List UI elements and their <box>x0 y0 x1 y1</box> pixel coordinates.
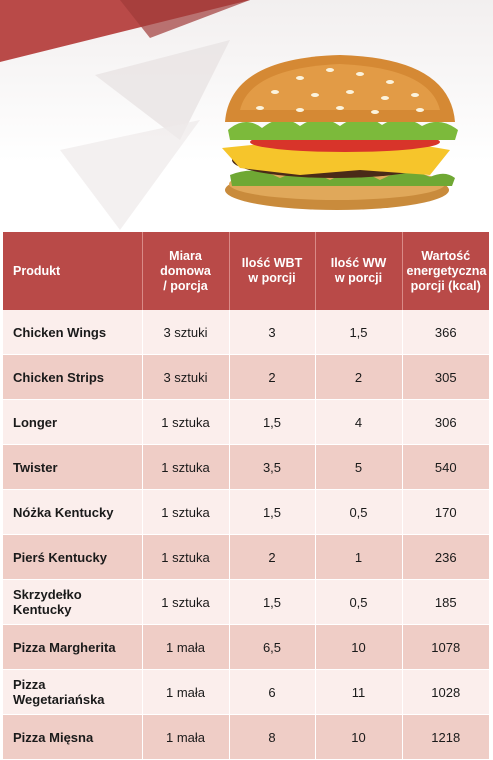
cell-ww: 5 <box>315 444 403 490</box>
cell-ww: 2 <box>315 354 403 400</box>
cell-kcal: 1028 <box>402 669 489 715</box>
cell-product: Skrzydełko Kentucky <box>3 579 143 625</box>
cell-ww: 11 <box>315 669 403 715</box>
cell-wbt: 3 <box>229 310 316 355</box>
cell-product: Longer <box>3 399 143 445</box>
cell-measure: 3 sztuki <box>142 310 230 355</box>
cell-ww: 0,5 <box>315 579 403 625</box>
header-line: Wartość <box>421 248 471 263</box>
cell-measure: 1 sztuka <box>142 444 230 490</box>
header-line: Miara <box>169 248 202 263</box>
cell-kcal: 1218 <box>402 714 489 760</box>
cell-ww: 10 <box>315 714 403 760</box>
table-row: Longer 1 sztuka 1,5 4 306 <box>3 399 489 445</box>
header-line: Ilość WBT <box>241 256 303 270</box>
cell-measure: 1 mała <box>142 624 230 670</box>
cell-ww: 10 <box>315 624 403 670</box>
header-line: w porcji <box>334 271 383 285</box>
cell-measure: 1 sztuka <box>142 579 230 625</box>
cell-kcal: 366 <box>402 310 489 355</box>
header-product: Produkt <box>3 232 143 310</box>
cell-kcal: 306 <box>402 399 489 445</box>
table-row: Twister 1 sztuka 3,5 5 540 <box>3 444 489 490</box>
cell-product: Nóżka Kentucky <box>3 489 143 535</box>
cell-product: Pizza Mięsna <box>3 714 143 760</box>
cell-kcal: 185 <box>402 579 489 625</box>
cell-kcal: 1078 <box>402 624 489 670</box>
table-header-row: Produkt Miara domowa / porcja Ilość WBT … <box>3 232 489 310</box>
cell-measure: 3 sztuki <box>142 354 230 400</box>
cell-product: Twister <box>3 444 143 490</box>
cell-wbt: 6 <box>229 669 316 715</box>
cell-wbt: 2 <box>229 534 316 580</box>
table-row: Chicken Wings 3 sztuki 3 1,5 366 <box>3 310 489 355</box>
table-row: Chicken Strips 3 sztuki 2 2 305 <box>3 354 489 400</box>
cell-kcal: 540 <box>402 444 489 490</box>
cell-wbt: 1,5 <box>229 489 316 535</box>
table-row: Nóżka Kentucky 1 sztuka 1,5 0,5 170 <box>3 489 489 535</box>
cell-ww: 1,5 <box>315 310 403 355</box>
table-row: Pizza Wegetariańska 1 mała 6 11 1028 <box>3 669 489 715</box>
nutrition-table: Produkt Miara domowa / porcja Ilość WBT … <box>3 232 489 760</box>
page-edge <box>489 232 493 739</box>
cell-wbt: 1,5 <box>229 399 316 445</box>
cell-product: Chicken Wings <box>3 310 143 355</box>
cell-kcal: 236 <box>402 534 489 580</box>
cell-product: Pizza Wegetariańska <box>3 669 143 715</box>
cell-ww: 0,5 <box>315 489 403 535</box>
cell-measure: 1 sztuka <box>142 489 230 535</box>
header-line: w porcji <box>248 271 296 285</box>
hero-banner <box>0 0 493 232</box>
cell-product: Pierś Kentucky <box>3 534 143 580</box>
cell-wbt: 6,5 <box>229 624 316 670</box>
cell-measure: 1 sztuka <box>142 399 230 445</box>
cell-kcal: 170 <box>402 489 489 535</box>
cell-product: Chicken Strips <box>3 354 143 400</box>
burger-icon <box>0 0 458 230</box>
cell-kcal: 305 <box>402 354 489 400</box>
header-line: / porcja <box>163 278 208 293</box>
cell-ww: 4 <box>315 399 403 445</box>
header-line: domowa <box>160 263 211 278</box>
cell-wbt: 1,5 <box>229 579 316 625</box>
cell-measure: 1 mała <box>142 669 230 715</box>
cell-wbt: 8 <box>229 714 316 760</box>
header-household-measure: Miara domowa / porcja <box>142 232 230 310</box>
cell-measure: 1 sztuka <box>142 534 230 580</box>
cell-product: Pizza Margherita <box>3 624 143 670</box>
cell-ww: 1 <box>315 534 403 580</box>
header-wbt: Ilość WBT w porcji <box>229 232 316 310</box>
header-line: Ilość WW <box>330 256 387 270</box>
header-line: energetyczna <box>406 263 487 278</box>
header-line: porcji (kcal) <box>410 278 481 293</box>
cell-measure: 1 mała <box>142 714 230 760</box>
table-row: Pierś Kentucky 1 sztuka 2 1 236 <box>3 534 489 580</box>
table-row: Pizza Mięsna 1 mała 8 10 1218 <box>3 714 489 760</box>
header-kcal: Wartość energetyczna porcji (kcal) <box>402 232 489 310</box>
cell-wbt: 3,5 <box>229 444 316 490</box>
cell-wbt: 2 <box>229 354 316 400</box>
table-row: Pizza Margherita 1 mała 6,5 10 1078 <box>3 624 489 670</box>
table-row: Skrzydełko Kentucky 1 sztuka 1,5 0,5 185 <box>3 579 489 625</box>
header-line: Produkt <box>13 263 61 278</box>
header-ww: Ilość WW w porcji <box>315 232 403 310</box>
